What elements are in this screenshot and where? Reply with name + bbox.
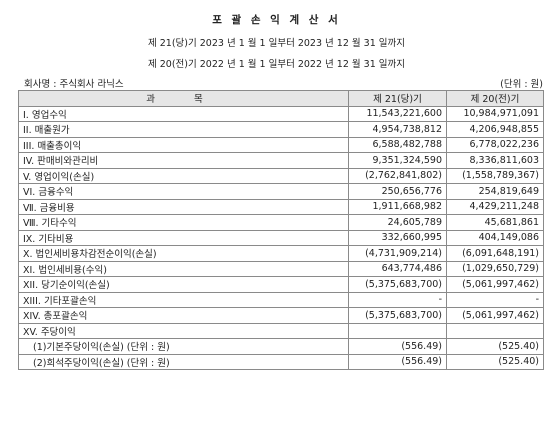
row-item-label: XIV. 총포괄손익 [18,307,349,324]
table-row: XV. 주당이익 [18,322,544,339]
row-current-value: - [348,291,447,308]
row-previous-value: 4,429,211,248 [446,198,544,215]
table-row: XIV. 총포괄손익 (5,375,683,700) (5,061,997,462) [18,307,544,324]
row-item-label: XIII. 기타포괄손익 [18,291,349,308]
meta-row: 회사명 : 주식회사 라닉스 (단위 : 원) [24,76,543,90]
table-row: XIII. 기타포괄손익 - - [18,291,544,308]
company-name: 회사명 : 주식회사 라닉스 [24,79,124,90]
row-current-value: (5,375,683,700) [348,276,447,293]
row-previous-value: (1,029,650,729) [446,260,544,277]
header-item: 과 목 [18,90,349,107]
row-current-value: (2,762,841,802) [348,167,447,184]
table-row: (1)기본주당이익(손실) (단위 : 원) (556.49) (525.40) [18,338,544,355]
row-current-value: 11,543,221,600 [348,105,447,122]
row-current-value: 643,774,486 [348,260,447,277]
row-previous-value: 6,778,022,236 [446,136,544,153]
row-previous-value: (5,061,997,462) [446,276,544,293]
table-row: XI. 법인세비용(수익) 643,774,486 (1,029,650,729) [18,260,544,277]
table-row: IV. 판매비와관리비 9,351,324,590 8,336,811,603 [18,152,544,169]
header-previous: 제 20(전)기 [446,90,544,107]
row-item-label: (1)기본주당이익(손실) (단위 : 원) [18,338,349,355]
row-item-label: XI. 법인세비용(수익) [18,260,349,277]
row-item-label: II. 매출원가 [18,121,349,138]
table-row: IX. 기타비용 332,660,995 404,149,086 [18,229,544,246]
table-row: II. 매출원가 4,954,738,812 4,206,948,855 [18,121,544,138]
row-item-label: V. 영업이익(손실) [18,167,349,184]
row-current-value: 250,656,776 [348,183,447,200]
row-previous-value: 254,819,649 [446,183,544,200]
row-item-label: IX. 기타비용 [18,229,349,246]
row-current-value: (556.49) [348,353,447,370]
row-current-value: (556.49) [348,338,447,355]
period-current: 제 21(당)기 2023 년 1 월 1 일부터 2023 년 12 월 31… [148,38,405,49]
table-row: VI. 금융수익 250,656,776 254,819,649 [18,183,544,200]
row-item-label: VI. 금융수익 [18,183,349,200]
row-current-value: 4,954,738,812 [348,121,447,138]
row-previous-value: 4,206,948,855 [446,121,544,138]
table-row: Ⅶ. 금융비용 1,911,668,982 4,429,211,248 [18,198,544,215]
row-item-label: III. 매출총이익 [18,136,349,153]
row-item-label: (2)희석주당이익(손실) (단위 : 원) [18,353,349,370]
table-row: XII. 당기순이익(손실) (5,375,683,700) (5,061,997,… [18,276,544,293]
table-row: X. 법인세비용차감전순이익(손실) (4,731,909,214) (6,091,… [18,245,544,262]
row-item-label: I. 영업수익 [18,105,349,122]
table-row: III. 매출총이익 6,588,482,788 6,778,022,236 [18,136,544,153]
row-previous-value: (5,061,997,462) [446,307,544,324]
row-current-value: 9,351,324,590 [348,152,447,169]
header-current: 제 21(당)기 [348,90,447,107]
row-previous-value [446,322,544,339]
unit-label: (단위 : 원) [500,79,543,90]
document-title: 포 괄 손 익 계 산 서 [212,14,341,26]
row-current-value: 24,605,789 [348,214,447,231]
row-previous-value: (525.40) [446,353,544,370]
table-header-row: 과 목 제 21(당)기 제 20(전)기 [18,90,544,107]
row-item-label: Ⅶ. 금융비용 [18,198,349,215]
table-body: I. 영업수익 11,543,221,600 10,984,971,091 II. 매… [18,105,544,370]
row-previous-value: (6,091,648,191) [446,245,544,262]
row-previous-value: 45,681,861 [446,214,544,231]
period-previous: 제 20(전)기 2022 년 1 월 1 일부터 2022 년 12 월 31… [148,59,405,70]
row-current-value: 6,588,482,788 [348,136,447,153]
row-current-value: (4,731,909,214) [348,245,447,262]
row-previous-value: (1,558,789,367) [446,167,544,184]
income-statement-table: 과 목 제 21(당)기 제 20(전)기 I. 영업수익 11,543,221,… [18,90,544,370]
row-item-label: XV. 주당이익 [18,322,349,339]
row-item-label: IV. 판매비와관리비 [18,152,349,169]
row-previous-value: 10,984,971,091 [446,105,544,122]
table-row: I. 영업수익 11,543,221,600 10,984,971,091 [18,105,544,122]
table-row: V. 영업이익(손실) (2,762,841,802) (1,558,789,367… [18,167,544,184]
row-current-value: 332,660,995 [348,229,447,246]
row-item-label: X. 법인세비용차감전순이익(손실) [18,245,349,262]
row-item-label: Ⅷ. 기타수익 [18,214,349,231]
row-previous-value: - [446,291,544,308]
row-previous-value: (525.40) [446,338,544,355]
row-current-value: (5,375,683,700) [348,307,447,324]
row-previous-value: 404,149,086 [446,229,544,246]
row-current-value [348,322,447,339]
row-current-value: 1,911,668,982 [348,198,447,215]
table-row: (2)희석주당이익(손실) (단위 : 원) (556.49) (525.40) [18,353,544,370]
table-row: Ⅷ. 기타수익 24,605,789 45,681,861 [18,214,544,231]
row-previous-value: 8,336,811,603 [446,152,544,169]
row-item-label: XII. 당기순이익(손실) [18,276,349,293]
